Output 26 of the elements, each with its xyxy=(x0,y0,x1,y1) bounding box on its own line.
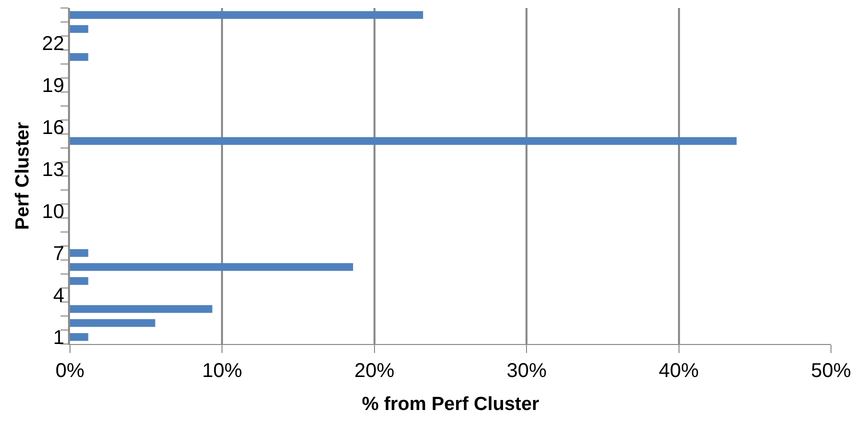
y-tick-label: 16 xyxy=(42,117,64,139)
x-tick-label: 30% xyxy=(506,360,547,382)
x-tick-label: 40% xyxy=(658,360,700,382)
bar xyxy=(70,25,88,33)
bar xyxy=(70,333,88,341)
bar xyxy=(70,319,156,327)
y-tick-label: 10 xyxy=(42,201,64,223)
bar xyxy=(70,277,88,285)
y-tick-label: 1 xyxy=(53,327,64,349)
y-tick-label: 22 xyxy=(42,33,64,55)
y-tick-label: 4 xyxy=(53,285,64,307)
bar xyxy=(70,305,212,313)
y-tick-label: 7 xyxy=(53,243,64,265)
x-tick-label: 10% xyxy=(202,360,242,382)
x-tick-label: 50% xyxy=(810,360,852,382)
bar xyxy=(70,263,354,271)
bar xyxy=(70,249,88,257)
x-tick-label: 20% xyxy=(354,360,395,382)
bar xyxy=(70,53,88,61)
y-axis-title: Perf Cluster xyxy=(12,122,34,230)
bar xyxy=(70,137,737,145)
y-tick-label: 13 xyxy=(42,159,64,181)
bar xyxy=(70,11,424,19)
x-tick-label: 0% xyxy=(56,360,85,382)
x-axis-title: % from Perf Cluster xyxy=(362,394,540,415)
y-tick-label: 19 xyxy=(42,75,64,97)
